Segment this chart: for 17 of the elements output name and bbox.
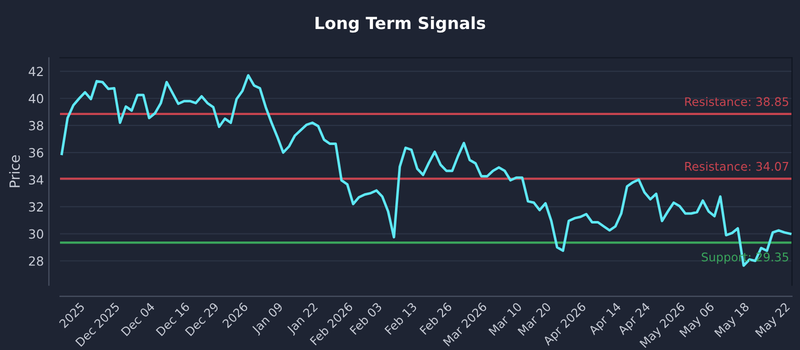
chart-title: Long Term Signals <box>316 16 486 33</box>
y-tick-label: 42 <box>28 66 43 76</box>
ref-line-label: Resistance: 34.07 <box>685 162 788 171</box>
y-tick-label: 30 <box>29 229 44 239</box>
x-tick-label: Feb 26 <box>419 302 452 335</box>
x-tick-label: Jan 09 <box>250 302 285 336</box>
y-tick-label: 28 <box>29 256 44 266</box>
x-tick-label: Dec 04 <box>120 302 156 336</box>
y-tick-label: 40 <box>28 94 44 104</box>
y-axis-title: Price <box>9 155 20 188</box>
line-series <box>60 74 792 267</box>
y-tick-label: 34 <box>29 175 44 185</box>
y-tick-label: 32 <box>29 202 43 212</box>
y-tick-label: 38 <box>29 120 44 130</box>
ref-line-label: Resistance: 38.85 <box>685 96 788 106</box>
y-tick-label: 36 <box>29 148 44 158</box>
x-tick-label: Feb 13 <box>384 302 418 335</box>
